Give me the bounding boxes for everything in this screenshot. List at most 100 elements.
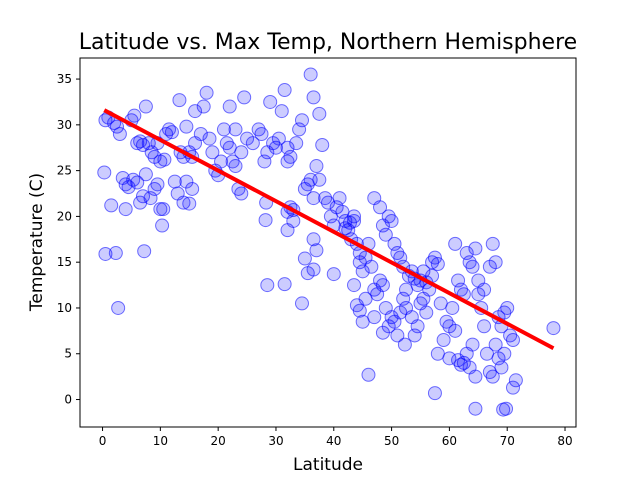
data-point bbox=[121, 180, 136, 195]
data-point bbox=[137, 244, 152, 259]
x-tick-label: 10 bbox=[153, 434, 168, 448]
data-point bbox=[433, 296, 448, 311]
data-point bbox=[416, 291, 431, 306]
data-point bbox=[258, 213, 273, 228]
data-point bbox=[546, 321, 561, 336]
data-point bbox=[309, 243, 324, 258]
data-point bbox=[451, 273, 466, 288]
data-point bbox=[222, 140, 237, 155]
data-point bbox=[214, 154, 229, 169]
x-tick-label: 50 bbox=[384, 434, 399, 448]
y-tick-label: 25 bbox=[57, 164, 72, 178]
data-point bbox=[268, 140, 283, 155]
data-point bbox=[294, 113, 309, 128]
regression-line bbox=[103, 108, 555, 351]
data-point bbox=[297, 251, 312, 266]
data-point bbox=[138, 99, 153, 114]
y-axis-label: Temperature (C) bbox=[27, 173, 47, 312]
data-point bbox=[234, 145, 249, 160]
data-point bbox=[108, 246, 123, 261]
data-point bbox=[393, 250, 408, 265]
data-point bbox=[505, 333, 520, 348]
y-tick-label: 5 bbox=[64, 347, 72, 361]
data-point bbox=[367, 310, 382, 325]
data-point bbox=[254, 127, 269, 141]
data-point bbox=[396, 291, 411, 306]
data-point bbox=[274, 104, 289, 119]
data-point bbox=[257, 154, 272, 169]
data-point bbox=[188, 104, 203, 119]
data-point bbox=[185, 181, 200, 196]
data-point bbox=[448, 323, 463, 338]
data-point bbox=[397, 337, 412, 352]
data-point bbox=[390, 328, 405, 343]
data-point bbox=[277, 277, 292, 292]
data-point bbox=[445, 300, 460, 315]
data-point bbox=[442, 351, 457, 366]
data-point bbox=[127, 108, 142, 123]
data-point bbox=[143, 191, 158, 206]
data-point bbox=[263, 94, 278, 109]
data-point bbox=[283, 149, 298, 164]
data-point bbox=[202, 131, 217, 146]
data-point bbox=[228, 159, 243, 174]
data-point bbox=[427, 386, 442, 401]
data-point bbox=[277, 83, 292, 98]
data-point bbox=[245, 136, 260, 151]
data-point bbox=[430, 346, 445, 361]
data-point bbox=[378, 227, 393, 242]
data-point bbox=[156, 202, 171, 217]
data-point bbox=[419, 305, 434, 320]
data-point bbox=[347, 278, 362, 293]
data-point bbox=[286, 213, 301, 228]
data-point bbox=[373, 200, 388, 215]
data-point bbox=[138, 167, 153, 182]
data-point bbox=[228, 122, 243, 137]
data-point bbox=[280, 140, 295, 155]
data-point bbox=[384, 213, 399, 228]
data-point bbox=[271, 131, 286, 146]
data-point bbox=[97, 165, 112, 180]
data-point bbox=[364, 259, 379, 274]
data-point bbox=[332, 191, 347, 206]
data-point bbox=[352, 303, 367, 318]
y-tick-label: 20 bbox=[57, 209, 72, 223]
data-point bbox=[155, 218, 170, 233]
data-point bbox=[488, 337, 503, 352]
data-point bbox=[237, 90, 252, 105]
data-point bbox=[500, 300, 515, 315]
data-point bbox=[112, 127, 127, 141]
data-point bbox=[477, 282, 492, 297]
data-point bbox=[306, 90, 321, 105]
data-point bbox=[172, 93, 187, 108]
data-point bbox=[306, 262, 321, 277]
data-point bbox=[326, 267, 341, 282]
data-point bbox=[312, 172, 327, 187]
data-point bbox=[407, 328, 422, 343]
data-point bbox=[355, 264, 370, 279]
data-point bbox=[111, 300, 126, 315]
chart-title: Latitude vs. Max Temp, Northern Hemisphe… bbox=[79, 30, 577, 55]
data-point bbox=[104, 198, 119, 213]
data-point bbox=[477, 319, 492, 334]
data-point bbox=[312, 106, 327, 121]
data-point bbox=[485, 369, 500, 384]
data-point bbox=[205, 145, 220, 160]
data-point bbox=[182, 196, 197, 211]
data-point bbox=[465, 337, 480, 352]
data-point bbox=[199, 85, 214, 100]
data-point bbox=[167, 174, 182, 189]
data-point bbox=[216, 122, 231, 137]
data-point bbox=[496, 402, 511, 417]
data-point bbox=[130, 175, 145, 190]
y-axis: 0 5 10 15 20 25 30 35 bbox=[57, 72, 80, 407]
data-point bbox=[315, 137, 330, 152]
data-point bbox=[375, 278, 390, 293]
data-point bbox=[399, 282, 414, 297]
data-point bbox=[118, 202, 133, 217]
data-point bbox=[306, 232, 321, 247]
data-point bbox=[355, 314, 370, 329]
data-point bbox=[468, 369, 483, 384]
data-point bbox=[347, 213, 362, 228]
